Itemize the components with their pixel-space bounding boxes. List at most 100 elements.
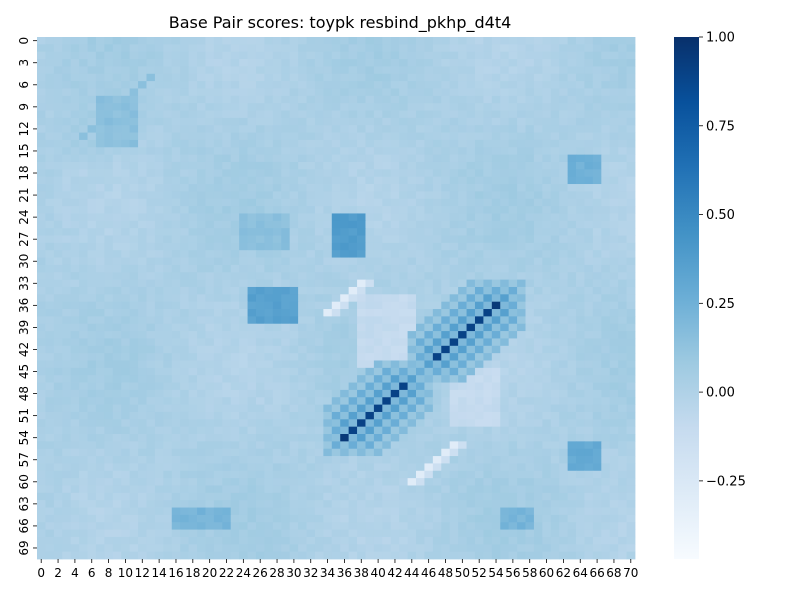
- heatmap-cell: [626, 139, 636, 148]
- heatmap-cell: [424, 463, 434, 472]
- heatmap-cell: [104, 51, 114, 60]
- heatmap-cell: [576, 206, 585, 214]
- heatmap-cell: [239, 66, 248, 75]
- heatmap-cell: [62, 463, 72, 472]
- heatmap-cell: [416, 139, 425, 148]
- heatmap-cell: [584, 257, 594, 266]
- heatmap-cell: [37, 95, 46, 104]
- heatmap-cell: [592, 228, 602, 236]
- heatmap-cell: [432, 117, 442, 126]
- heatmap-cell: [146, 367, 156, 376]
- heatmap-cell: [483, 44, 493, 53]
- heatmap-cell: [542, 176, 552, 185]
- heatmap-cell: [483, 389, 493, 398]
- heatmap-cell: [567, 184, 577, 192]
- heatmap-cell: [188, 279, 198, 288]
- heatmap-cell: [70, 198, 80, 207]
- heatmap-cell: [272, 169, 282, 178]
- heatmap-cell: [298, 132, 307, 141]
- heatmap-cell: [222, 95, 232, 104]
- heatmap-cell: [138, 389, 147, 398]
- heatmap-cell: [79, 448, 88, 457]
- heatmap-cell: [525, 103, 535, 111]
- heatmap-cell: [62, 206, 72, 214]
- heatmap-cell: [213, 463, 223, 472]
- heatmap-cell: [95, 66, 105, 75]
- heatmap-cell: [197, 81, 206, 89]
- heatmap-cell: [104, 191, 114, 200]
- heatmap-cell: [357, 360, 366, 369]
- heatmap-cell: [517, 154, 526, 163]
- heatmap-cell: [525, 522, 535, 530]
- heatmap-cell: [306, 198, 316, 207]
- heatmap-cell: [441, 309, 451, 317]
- heatmap-cell: [449, 441, 459, 450]
- heatmap-cell: [95, 184, 105, 192]
- heatmap-cell: [390, 169, 400, 178]
- heatmap-cell: [533, 492, 543, 501]
- heatmap-cell: [365, 522, 375, 530]
- heatmap-cell: [474, 206, 484, 214]
- heatmap-cell: [399, 213, 408, 222]
- heatmap-cell: [138, 485, 147, 494]
- heatmap-cell: [163, 338, 173, 347]
- heatmap-cell: [129, 434, 139, 442]
- heatmap-cell: [45, 367, 55, 376]
- heatmap-cell: [424, 176, 434, 185]
- heatmap-cell: [95, 434, 105, 442]
- heatmap-cell: [533, 51, 543, 60]
- heatmap-cell: [474, 301, 484, 310]
- heatmap-cell: [348, 59, 358, 67]
- heatmap-cell: [542, 301, 552, 310]
- heatmap-cell: [441, 213, 451, 222]
- heatmap-cell: [407, 404, 417, 413]
- heatmap-cell: [121, 536, 131, 545]
- heatmap-cell: [449, 184, 459, 192]
- heatmap-cell: [70, 411, 80, 420]
- heatmap-cell: [129, 492, 139, 501]
- heatmap-cell: [340, 184, 350, 192]
- heatmap-cell: [500, 191, 510, 200]
- heatmap-cell: [247, 73, 257, 82]
- heatmap-cell: [559, 95, 569, 104]
- heatmap-cell: [112, 360, 122, 369]
- heatmap-cell: [104, 478, 114, 486]
- heatmap-cell: [424, 125, 434, 133]
- heatmap-cell: [281, 500, 291, 508]
- heatmap-cell: [508, 81, 518, 89]
- heatmap-cell: [247, 228, 257, 236]
- heatmap-cell: [37, 103, 46, 111]
- heatmap-cell: [95, 95, 105, 104]
- heatmap-cell: [542, 103, 552, 111]
- heatmap-cell: [154, 353, 164, 361]
- heatmap-cell: [95, 147, 105, 156]
- heatmap-cell: [163, 51, 173, 60]
- heatmap-cell: [197, 536, 206, 545]
- heatmap-cell: [247, 338, 257, 347]
- heatmap-cell: [567, 441, 577, 450]
- heatmap-cell: [314, 485, 324, 494]
- heatmap-cell: [37, 323, 46, 332]
- heatmap-cell: [213, 434, 223, 442]
- heatmap-cell: [70, 37, 80, 45]
- heatmap-cell: [188, 125, 198, 133]
- heatmap-cell: [264, 81, 274, 89]
- heatmap-cell: [281, 544, 291, 553]
- heatmap-cell: [230, 132, 240, 141]
- heatmap-cell: [466, 411, 476, 420]
- heatmap-cell: [331, 331, 341, 339]
- heatmap-cell: [618, 309, 627, 317]
- heatmap-cell: [37, 478, 46, 486]
- heatmap-cell: [188, 95, 198, 104]
- heatmap-cell: [138, 176, 147, 185]
- heatmap-cell: [609, 176, 619, 185]
- heatmap-cell: [87, 125, 97, 133]
- heatmap-cell: [559, 397, 569, 405]
- heatmap-cell: [163, 250, 173, 258]
- heatmap-cell: [382, 147, 392, 156]
- heatmap-cell: [500, 500, 510, 508]
- heatmap-cell: [618, 257, 627, 266]
- heatmap-cell: [550, 367, 560, 376]
- heatmap-cell: [365, 397, 375, 405]
- heatmap-cell: [95, 242, 105, 251]
